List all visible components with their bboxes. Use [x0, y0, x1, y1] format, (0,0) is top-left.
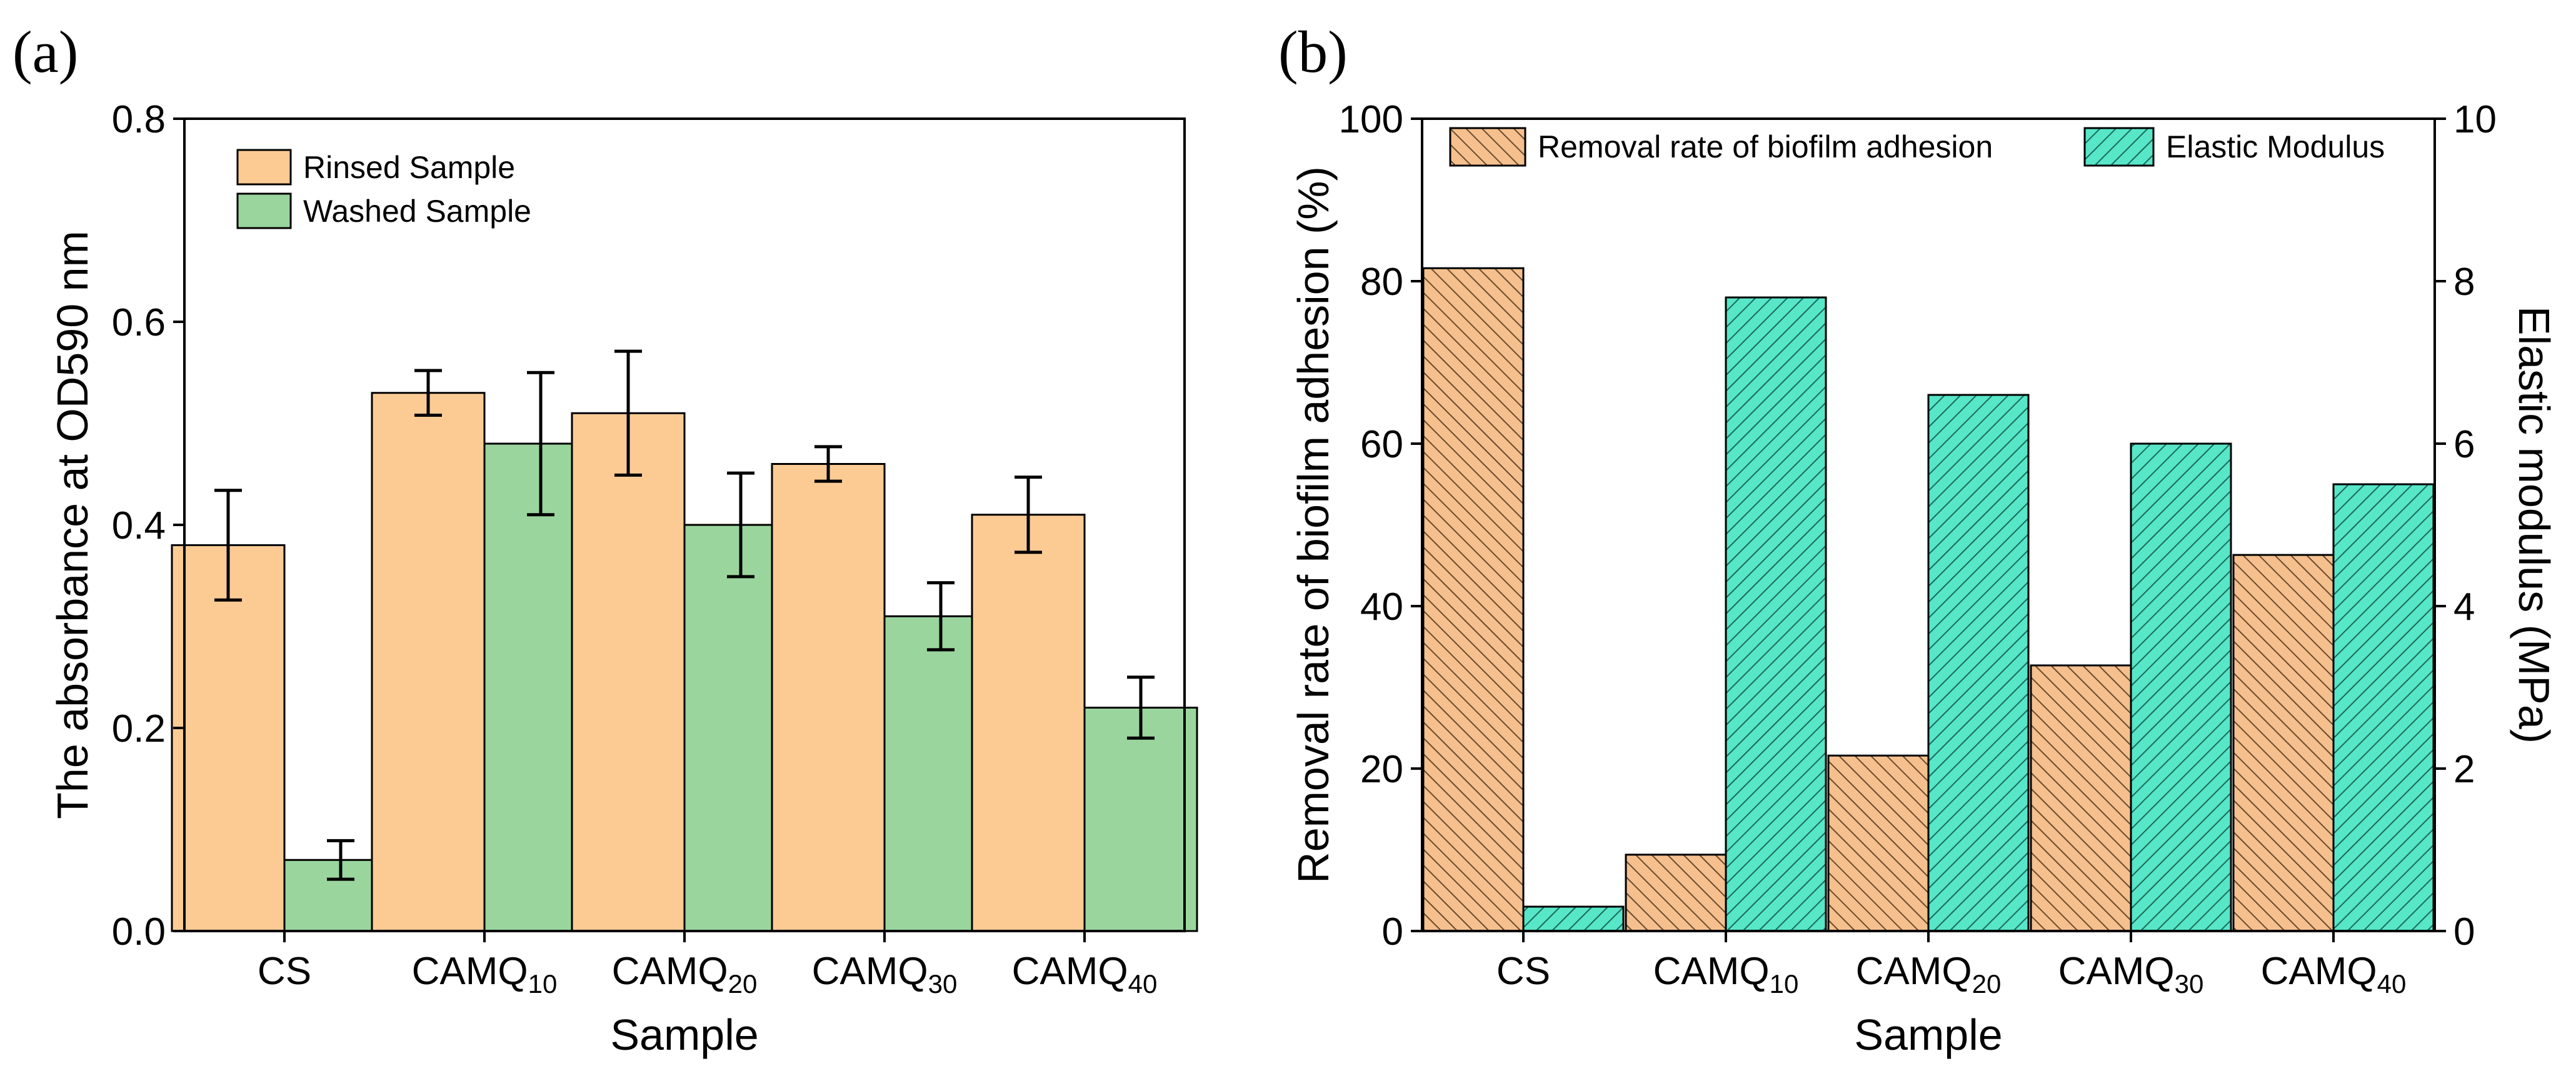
x-tick-label-0: CS [1496, 950, 1550, 993]
x-tick-label-1: CAMQ10 [412, 950, 558, 999]
x-tick-label-2: CAMQ20 [1856, 950, 2002, 999]
legend-swatch-washed [236, 192, 292, 229]
legend-label-rinsed: Rinsed Sample [303, 150, 515, 185]
error-bar-washed-3 [927, 581, 955, 652]
error-bar-washed-0 [327, 839, 354, 881]
y-tick-label-5: 100 [1339, 98, 1403, 141]
error-bar-washed-2 [727, 471, 754, 579]
bar-removal-0 [1422, 267, 1525, 932]
panel-b-left-y-axis-title: Removal rate of biofilm adhesion (%) [1289, 166, 1338, 884]
y-tick-label-2: 40 [1360, 585, 1403, 629]
error-bar-rinsed-4 [1015, 476, 1042, 554]
bar-elastic-1 [1725, 296, 1827, 932]
x-tick-label-3: CAMQ30 [2058, 950, 2204, 999]
legend-swatch-removal [1449, 127, 1526, 167]
bar-washed-4 [1083, 707, 1198, 932]
y-tick-label-1: 20 [1360, 748, 1403, 791]
x-tick-label-0: CS [258, 950, 311, 993]
y2-tick-label-1: 2 [2453, 748, 2475, 791]
x-tick-label-1: CAMQ10 [1653, 950, 1799, 999]
bar-rinsed-3 [771, 463, 886, 932]
y-tick-label-4: 80 [1360, 261, 1403, 304]
panel-b-x-ticks: CS CAMQ10 CAMQ20 CAMQ30 CAMQ40 [1496, 931, 2406, 999]
panel-a-y-axis-title: The absorbance at OD590 nm [48, 231, 97, 819]
panel-b-left-y-ticks: 0 20 40 60 80 100 [1339, 98, 1422, 954]
panel-a-legend: Rinsed Sample Washed Sample [236, 149, 531, 229]
panel-b-label: (b) [1278, 19, 1348, 85]
bar-rinsed-2 [571, 412, 686, 932]
y2-tick-label-5: 10 [2453, 98, 2497, 141]
panel-b-bars [1422, 267, 2435, 932]
panel-b-right-y-axis-title: Elastic modulus (MPa) [2510, 306, 2558, 744]
panel-a-bars [171, 392, 1198, 932]
error-bar-washed-1 [527, 371, 554, 517]
y2-tick-label-2: 4 [2453, 585, 2475, 629]
bar-removal-2 [1827, 754, 1930, 932]
panel-a-y-ticks: 0.0 0.2 0.4 0.6 0.8 [112, 98, 184, 954]
bar-removal-4 [2232, 554, 2335, 932]
error-bar-washed-4 [1127, 675, 1155, 740]
error-bar-rinsed-2 [614, 349, 642, 477]
y-tick-label-0: 0.0 [112, 910, 166, 954]
panel-a-label: (a) [13, 19, 78, 85]
bar-elastic-2 [1927, 394, 2030, 932]
y-tick-label-1: 0.2 [112, 707, 166, 750]
error-bar-rinsed-3 [814, 445, 842, 483]
bar-rinsed-1 [371, 392, 486, 932]
panel-b-right-y-ticks: 0 2 4 6 8 10 [2435, 98, 2497, 954]
bar-rinsed-4 [971, 514, 1086, 932]
bar-elastic-3 [2130, 442, 2232, 932]
panel-a-x-ticks: CS CAMQ10 CAMQ20 CAMQ30 CAMQ40 [258, 931, 1157, 999]
bar-removal-3 [2030, 664, 2132, 932]
bar-rinsed-0 [171, 544, 286, 932]
error-bar-rinsed-1 [414, 369, 442, 417]
y-tick-label-4: 0.8 [112, 98, 166, 141]
bar-elastic-0 [1522, 905, 1625, 932]
panel-a-x-axis-title: Sample [610, 1010, 758, 1059]
y-tick-label-0: 0 [1382, 910, 1403, 954]
y-tick-label-3: 0.6 [112, 301, 166, 344]
panel-b-x-axis-title: Sample [1854, 1010, 2002, 1059]
legend-label-washed: Washed Sample [303, 194, 531, 229]
legend-label-removal: Removal rate of biofilm adhesion [1538, 129, 1993, 164]
y2-tick-label-4: 8 [2453, 261, 2475, 304]
bar-removal-1 [1625, 854, 1727, 932]
legend-swatch-elastic [2083, 127, 2155, 167]
y-tick-label-3: 60 [1360, 423, 1403, 466]
x-tick-label-3: CAMQ30 [812, 950, 958, 999]
panel-a-error-bars [214, 349, 1155, 881]
legend-swatch-rinsed [236, 149, 292, 186]
panel-a: (a) 0.0 0.2 0.4 0.6 0.8 CS CAMQ10 CAMQ20 CAMQ30… [13, 19, 1198, 1059]
error-bar-rinsed-0 [214, 489, 242, 602]
y2-tick-label-0: 0 [2453, 910, 2475, 954]
legend-label-elastic: Elastic Modulus [2166, 129, 2385, 164]
bar-elastic-4 [2332, 483, 2435, 932]
y-tick-label-2: 0.4 [112, 504, 166, 547]
x-tick-label-4: CAMQ40 [2261, 950, 2407, 999]
x-tick-label-4: CAMQ40 [1012, 950, 1158, 999]
x-tick-label-2: CAMQ20 [612, 950, 758, 999]
y2-tick-label-3: 6 [2453, 423, 2475, 466]
panel-b-legend: Removal rate of biofilm adhesion Elastic… [1449, 127, 2385, 167]
